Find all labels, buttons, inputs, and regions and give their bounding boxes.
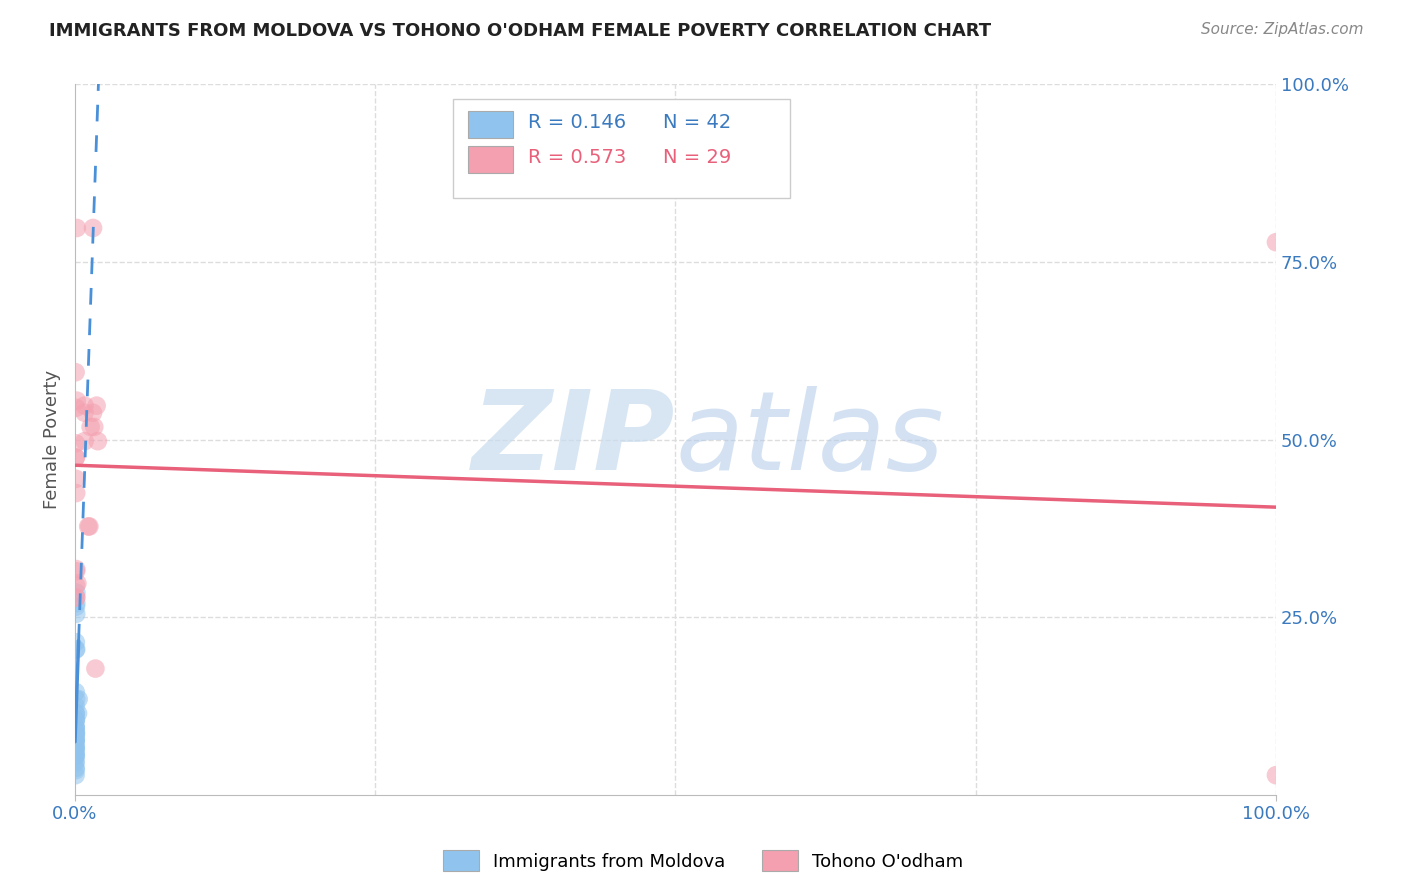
Point — [65, 591, 87, 605]
Point — [87, 434, 110, 449]
Point — [65, 721, 87, 735]
Text: N = 29: N = 29 — [664, 148, 731, 167]
Point — [65, 591, 87, 605]
Point — [65, 747, 87, 761]
Point — [65, 742, 87, 756]
Point — [82, 221, 104, 235]
Point — [65, 749, 87, 764]
Point — [73, 399, 96, 413]
Text: R = 0.573: R = 0.573 — [527, 148, 626, 167]
Point — [65, 721, 87, 735]
Point — [66, 576, 89, 591]
Point — [65, 599, 87, 614]
Point — [65, 607, 87, 621]
Point — [77, 519, 100, 533]
Point — [65, 728, 87, 742]
FancyBboxPatch shape — [453, 99, 790, 198]
Point — [65, 642, 87, 657]
Point — [66, 393, 89, 408]
Point — [65, 711, 87, 725]
Point — [65, 756, 87, 770]
Point — [65, 486, 87, 500]
Point — [65, 725, 87, 739]
Legend: Immigrants from Moldova, Tohono O'odham: Immigrants from Moldova, Tohono O'odham — [436, 843, 970, 879]
Point — [65, 642, 87, 657]
Point — [1265, 768, 1288, 782]
Point — [65, 365, 87, 379]
Point — [83, 420, 105, 434]
Point — [82, 406, 104, 420]
Point — [65, 768, 87, 782]
Point — [65, 735, 87, 749]
Point — [65, 714, 87, 728]
Text: IMMIGRANTS FROM MOLDOVA VS TOHONO O'ODHAM FEMALE POVERTY CORRELATION CHART: IMMIGRANTS FROM MOLDOVA VS TOHONO O'ODHA… — [49, 22, 991, 40]
Point — [65, 721, 87, 735]
Point — [65, 739, 87, 754]
Point — [66, 706, 89, 721]
Text: Source: ZipAtlas.com: Source: ZipAtlas.com — [1201, 22, 1364, 37]
Point — [65, 692, 87, 706]
Point — [86, 399, 108, 413]
Point — [65, 739, 87, 754]
Point — [65, 472, 87, 486]
Point — [65, 436, 87, 450]
Point — [65, 761, 87, 775]
Text: N = 42: N = 42 — [664, 112, 731, 132]
Point — [65, 699, 87, 714]
Point — [65, 732, 87, 747]
Point — [65, 578, 87, 592]
Point — [66, 221, 89, 235]
Point — [65, 714, 87, 728]
Point — [65, 763, 87, 777]
Y-axis label: Female Poverty: Female Poverty — [44, 370, 60, 509]
Point — [65, 562, 87, 576]
FancyBboxPatch shape — [468, 146, 513, 173]
Point — [79, 420, 101, 434]
Point — [65, 735, 87, 749]
Point — [73, 406, 96, 420]
Point — [67, 692, 90, 706]
Point — [65, 585, 87, 599]
Point — [65, 450, 87, 465]
FancyBboxPatch shape — [468, 111, 513, 137]
Point — [73, 434, 96, 449]
Point — [65, 747, 87, 761]
Point — [65, 706, 87, 721]
Point — [65, 754, 87, 768]
Point — [65, 732, 87, 747]
Point — [65, 706, 87, 721]
Point — [65, 725, 87, 739]
Text: atlas: atlas — [675, 386, 943, 493]
Point — [65, 596, 87, 610]
Point — [65, 685, 87, 699]
Point — [65, 742, 87, 756]
Point — [65, 732, 87, 747]
Point — [65, 401, 87, 415]
Text: R = 0.146: R = 0.146 — [527, 112, 626, 132]
Point — [65, 728, 87, 742]
Point — [65, 564, 87, 578]
Point — [84, 662, 107, 676]
Point — [65, 450, 87, 465]
Text: ZIP: ZIP — [472, 386, 675, 493]
Point — [65, 635, 87, 649]
Point — [65, 749, 87, 764]
Point — [1265, 235, 1288, 250]
Point — [79, 519, 101, 533]
